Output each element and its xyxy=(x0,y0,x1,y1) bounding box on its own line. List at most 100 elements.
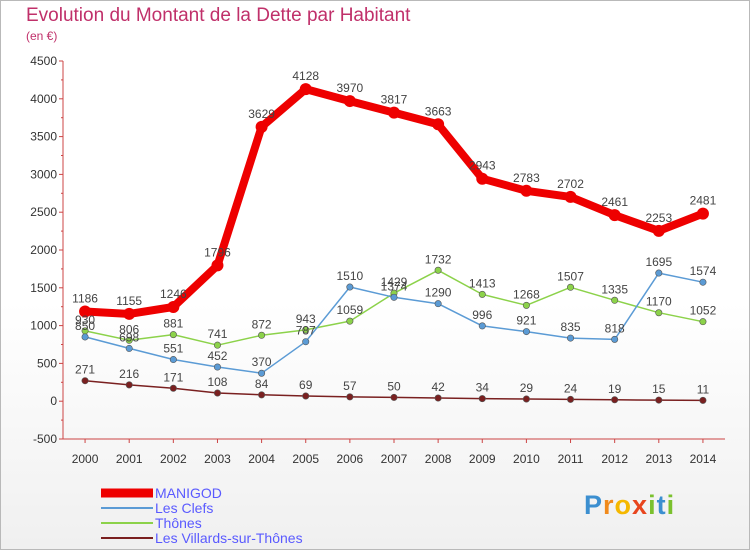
data-point xyxy=(390,293,398,301)
data-point xyxy=(388,106,400,119)
data-label: 4128 xyxy=(292,69,319,83)
data-point xyxy=(302,392,310,400)
x-tick-label: 2004 xyxy=(248,452,275,466)
data-point xyxy=(699,278,707,286)
data-label: 1290 xyxy=(425,286,452,300)
data-label: 108 xyxy=(207,375,227,389)
data-label: 930 xyxy=(75,313,95,327)
data-label: 42 xyxy=(431,380,445,394)
data-label: 3817 xyxy=(381,93,408,107)
y-tick-label: 4000 xyxy=(30,92,57,106)
data-label: 741 xyxy=(207,327,227,341)
y-tick-label: 2000 xyxy=(30,243,57,257)
y-tick-label: 3000 xyxy=(30,167,57,181)
data-label: 84 xyxy=(255,377,269,391)
data-label: 3663 xyxy=(425,104,452,118)
x-tick-label: 2012 xyxy=(601,452,628,466)
data-labels: 271 216 171 108 84 69 57 50 42 34 29 24 19 15 11 930 806… xyxy=(72,69,716,396)
series-lines xyxy=(79,83,709,404)
data-point xyxy=(478,290,486,298)
data-label: 216 xyxy=(119,367,139,381)
x-tick-label: 2003 xyxy=(204,452,231,466)
x-tick-label: 2010 xyxy=(513,452,540,466)
data-label: 872 xyxy=(252,317,272,331)
x-tick-label: 2007 xyxy=(381,452,408,466)
legend-label: Thônes xyxy=(155,515,202,531)
data-point xyxy=(652,224,665,237)
data-point xyxy=(346,393,354,401)
data-label: 69 xyxy=(299,378,313,392)
data-label: 881 xyxy=(163,317,183,331)
x-tick-label: 2005 xyxy=(292,452,319,466)
data-label: 996 xyxy=(472,308,492,322)
data-label: 850 xyxy=(75,319,95,333)
data-point xyxy=(213,363,221,371)
data-point xyxy=(522,395,530,403)
data-label: 34 xyxy=(476,381,490,395)
data-point xyxy=(520,184,533,197)
data-label: 1507 xyxy=(557,269,584,283)
data-point xyxy=(655,269,663,277)
x-tick-label: 2011 xyxy=(558,452,584,466)
x-tick-label: 2013 xyxy=(645,452,672,466)
data-point xyxy=(169,356,177,364)
chart-title: Evolution du Montant de la Dette par Hab… xyxy=(26,5,411,26)
data-point xyxy=(211,259,224,272)
data-label: 818 xyxy=(605,321,625,335)
chart-subtitle: (en €) xyxy=(26,29,58,43)
data-point xyxy=(434,300,442,308)
data-label: 19 xyxy=(608,382,622,396)
data-label: 1052 xyxy=(690,304,717,318)
data-label: 271 xyxy=(75,363,95,377)
data-point xyxy=(434,266,442,274)
data-label: 1374 xyxy=(381,279,408,293)
data-label: 1574 xyxy=(690,264,717,278)
data-point xyxy=(478,395,486,403)
data-point xyxy=(390,393,398,401)
data-point xyxy=(611,335,619,343)
x-tick-label: 2000 xyxy=(72,452,99,466)
data-label: 3970 xyxy=(337,81,364,95)
x-tick-label: 2001 xyxy=(116,452,143,466)
data-point xyxy=(302,326,310,334)
data-point xyxy=(655,309,663,317)
data-label: 15 xyxy=(652,382,666,396)
data-label: 698 xyxy=(119,330,139,344)
data-point xyxy=(608,209,621,222)
data-point xyxy=(125,381,133,389)
data-label: 1246 xyxy=(160,287,187,301)
data-label: 452 xyxy=(207,349,227,363)
data-point xyxy=(258,369,266,377)
data-point xyxy=(81,377,89,385)
data-point xyxy=(123,307,136,320)
data-label: 11 xyxy=(697,382,710,396)
data-point xyxy=(567,283,575,291)
legend-label: MANIGOD xyxy=(155,485,222,501)
x-tick-label: 2009 xyxy=(469,452,496,466)
data-point xyxy=(167,301,180,314)
data-point xyxy=(346,283,354,291)
x-tick-label: 2014 xyxy=(690,452,717,466)
data-point xyxy=(522,328,530,336)
data-point xyxy=(696,207,709,220)
data-label: 2253 xyxy=(645,211,672,225)
data-label: 943 xyxy=(296,312,316,326)
data-label: 2461 xyxy=(601,195,628,209)
data-point xyxy=(302,338,310,346)
data-point xyxy=(432,118,445,131)
data-label: 921 xyxy=(516,314,536,328)
data-label: 1413 xyxy=(469,276,496,290)
data-point xyxy=(564,190,577,203)
y-tick-label: 0 xyxy=(50,394,57,408)
data-point xyxy=(125,344,133,352)
data-label: 29 xyxy=(520,381,534,395)
data-label: 171 xyxy=(163,370,183,384)
data-label: 551 xyxy=(163,342,183,356)
data-point xyxy=(343,95,356,108)
data-point xyxy=(169,384,177,392)
data-label: 50 xyxy=(387,379,401,393)
data-label: 1186 xyxy=(72,292,98,306)
data-label: 2943 xyxy=(469,159,496,173)
x-tick-label: 2006 xyxy=(337,452,364,466)
data-point xyxy=(611,296,619,304)
